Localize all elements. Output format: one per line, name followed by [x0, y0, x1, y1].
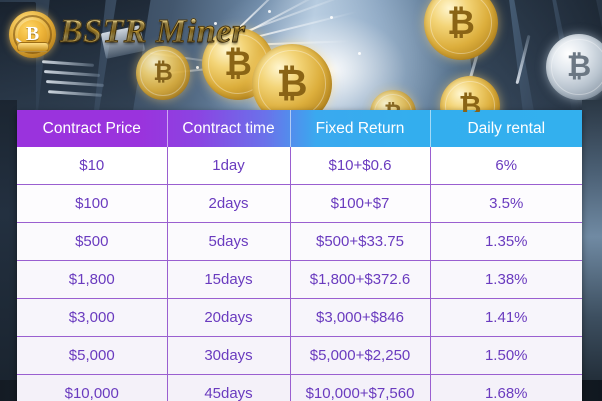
- coin-rim: [551, 39, 602, 95]
- column-header-contract-time: Contract time: [167, 110, 291, 147]
- column-header-contract-price: Contract Price: [17, 110, 168, 147]
- cell-contract-time: 1day: [167, 147, 291, 185]
- table-row: $10 1day $10+$0.6 6%: [17, 147, 582, 185]
- cell-daily-rental: 6%: [430, 147, 582, 185]
- cell-contract-price: $10: [17, 147, 168, 185]
- bitcoin-symbol: ₿: [224, 45, 252, 83]
- table-row: $100 2days $100+$7 3.5%: [17, 184, 582, 223]
- pricing-table-container: Contract Price Contract time Fixed Retur…: [17, 110, 582, 401]
- cell-fixed-return: $3,000+$846: [290, 298, 431, 337]
- cell-contract-price: $1,800: [17, 260, 168, 299]
- cell-fixed-return: $100+$7: [290, 184, 431, 223]
- coin-rim: [258, 50, 326, 112]
- cell-contract-time: 15days: [167, 260, 291, 299]
- bitcoin-coin: ₿: [136, 46, 190, 100]
- spark: [358, 52, 361, 55]
- logo-symbol: B: [25, 23, 40, 45]
- cell-contract-time: 5days: [167, 222, 291, 261]
- bitcoin-symbol: ₿: [276, 63, 308, 105]
- spark: [330, 16, 333, 19]
- bitcoin-symbol: ₿: [384, 102, 402, 113]
- table-header-row: Contract Price Contract time Fixed Retur…: [17, 110, 582, 147]
- banner: ₿ ₿ ₿ ₿ ₿ ₿ ₿: [0, 0, 602, 112]
- cell-contract-price: $100: [17, 184, 168, 223]
- cell-contract-price: $500: [17, 222, 168, 261]
- table-row: $500 5days $500+$33.75 1.35%: [17, 222, 582, 261]
- spark: [214, 22, 217, 25]
- bitcoin-symbol: ₿: [447, 4, 475, 42]
- cell-contract-time: 2days: [167, 184, 291, 223]
- cell-daily-rental: 1.38%: [430, 260, 582, 299]
- right-edge-background: [582, 100, 602, 385]
- cell-contract-price: $5,000: [17, 336, 168, 375]
- cell-fixed-return: $1,800+$372.6: [290, 260, 431, 299]
- cell-contract-time: 45days: [167, 374, 291, 401]
- table-body: $10 1day $10+$0.6 6% $100 2days $100+$7 …: [17, 147, 582, 401]
- table-row: $5,000 30days $5,000+$2,250 1.50%: [17, 336, 582, 375]
- bitcoin-symbol: ₿: [458, 90, 482, 113]
- cell-fixed-return: $10,000+$7,560: [290, 374, 431, 401]
- cell-daily-rental: 1.68%: [484, 385, 528, 401]
- cell-contract-time: 30days: [167, 336, 291, 375]
- bitcoin-coin: ₿: [424, 0, 498, 60]
- column-header-fixed-return: Fixed Return: [290, 110, 431, 147]
- table-row: $1,800 15days $1,800+$372.6 1.38%: [17, 260, 582, 299]
- table-row: $3,000 20days $3,000+$846 1.41%: [17, 298, 582, 337]
- cell-daily-rental: 1.41%: [430, 298, 582, 337]
- bitcoin-coin: ₿: [370, 90, 416, 112]
- cell-fixed-return: $500+$33.75: [290, 222, 431, 261]
- spark: [196, 66, 199, 69]
- table-header: Contract Price Contract time Fixed Retur…: [17, 110, 582, 147]
- cell-contract-time: 20days: [167, 298, 291, 337]
- cell-contract-price: $10,000: [17, 374, 168, 401]
- cell-daily-rental: 1.50%: [430, 336, 582, 375]
- table-row: $10,000 45days $10,000+$7,560 1.68%: [17, 374, 582, 401]
- cell-fixed-return: $5,000+$2,250: [290, 336, 431, 375]
- logo-ring: [13, 15, 52, 54]
- left-edge-background: [0, 100, 17, 385]
- column-header-daily-rental: Daily rental: [467, 119, 546, 137]
- cell-contract-price: $3,000: [17, 298, 168, 337]
- bitcoin-symbol: ₿: [566, 50, 592, 83]
- cell-daily-rental: 1.35%: [430, 222, 582, 261]
- bitcoin-coin: ₿: [252, 44, 332, 112]
- bitcoin-symbol: ₿: [153, 59, 173, 86]
- cell-fixed-return: $10+$0.6: [290, 147, 431, 185]
- bitcoin-coin-silver: ₿: [546, 34, 602, 100]
- pricing-table: Contract Price Contract time Fixed Retur…: [17, 110, 582, 401]
- coin-rim: [140, 50, 186, 96]
- coin-rim: [429, 0, 493, 55]
- coin-stack-icon: [17, 42, 49, 52]
- spark: [268, 10, 271, 13]
- bitcoin-logo-badge: B: [9, 11, 56, 58]
- cell-daily-rental: 3.5%: [430, 184, 582, 223]
- brand-title: BSTR Miner: [59, 13, 246, 51]
